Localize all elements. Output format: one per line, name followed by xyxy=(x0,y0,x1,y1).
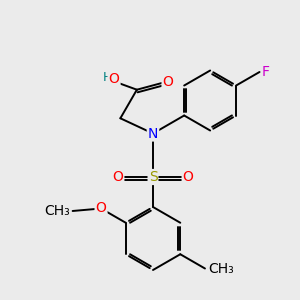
Text: CH₃: CH₃ xyxy=(44,204,70,218)
Text: CH₃: CH₃ xyxy=(208,262,234,275)
Text: S: S xyxy=(148,170,158,184)
Text: F: F xyxy=(262,65,270,79)
Text: O: O xyxy=(96,202,106,215)
Text: O: O xyxy=(183,170,194,184)
Text: O: O xyxy=(109,72,119,86)
Text: N: N xyxy=(148,127,158,140)
Text: H: H xyxy=(103,70,112,83)
Text: O: O xyxy=(163,75,173,89)
Text: O: O xyxy=(112,170,123,184)
